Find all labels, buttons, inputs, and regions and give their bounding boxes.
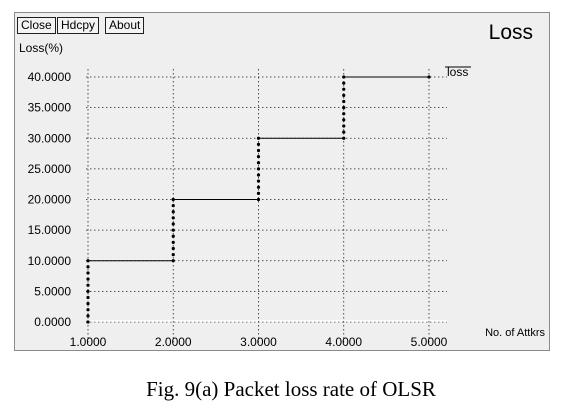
data-point	[171, 246, 175, 251]
window-title: Loss	[488, 21, 533, 44]
x-tick-label: 4.0000	[325, 335, 362, 349]
y-tick-label: 25.0000	[28, 162, 72, 176]
data-point	[342, 75, 346, 79]
y-tick-label: 35.0000	[28, 101, 72, 115]
y-axis-label: Loss(%)	[19, 41, 64, 55]
data-point	[342, 99, 346, 104]
y-tick-label: 40.0000	[28, 70, 72, 84]
x-axis-label: No. of Attkrs	[485, 327, 545, 339]
data-point	[342, 118, 346, 122]
x-tick-labels: 1.0000 2.0000 3.0000 4.0000 5.0000	[70, 335, 448, 349]
data-point	[86, 265, 90, 269]
data-point	[256, 167, 261, 171]
data-point	[256, 179, 261, 183]
y-tick-label: 0.0000	[34, 315, 71, 329]
data-point	[256, 197, 261, 202]
grid-lines	[86, 69, 447, 343]
y-tick-label: 15.0000	[28, 223, 72, 237]
x-tick-label: 1.0000	[70, 335, 107, 349]
data-point	[342, 112, 346, 116]
data-point	[171, 259, 175, 263]
data-point	[171, 210, 175, 214]
data-point	[171, 216, 175, 220]
y-tick-labels: 0.0000 5.0000 10.0000 15.0000 20.0000 25.0000…	[28, 70, 72, 329]
data-point	[171, 197, 175, 202]
data-point	[256, 155, 261, 159]
data-point	[86, 302, 90, 306]
data-point	[171, 222, 175, 226]
figure-caption: Fig. 9(a) Packet loss rate of OLSR	[146, 377, 436, 401]
data-point	[86, 289, 90, 293]
legend-label-loss: loss	[447, 65, 468, 79]
data-point	[256, 173, 261, 177]
data-point	[171, 234, 175, 238]
data-point	[256, 136, 261, 140]
data-point	[256, 148, 261, 153]
x-tick-label: 5.0000	[411, 335, 448, 349]
hardcopy-button[interactable]: Hdcpy	[57, 17, 100, 34]
y-tick-label: 30.0000	[28, 131, 72, 145]
data-point	[256, 191, 261, 195]
data-point	[342, 106, 346, 110]
data-point	[171, 253, 175, 257]
y-tick-label: 20.0000	[28, 193, 72, 207]
data-point	[427, 75, 431, 79]
data-point	[342, 124, 346, 128]
data-point	[171, 240, 175, 244]
data-point	[342, 93, 346, 97]
x-tick-label: 3.0000	[240, 335, 277, 349]
data-point	[86, 283, 90, 287]
data-point	[171, 204, 175, 208]
data-point	[256, 161, 261, 165]
x-tick-label: 2.0000	[155, 335, 192, 349]
loss-chart: 0.0000 5.0000 10.0000 15.0000 20.0000 25.0000…	[28, 65, 471, 349]
data-point	[86, 314, 90, 318]
series-loss	[86, 75, 431, 324]
y-tick-label: 5.0000	[34, 284, 71, 298]
data-point	[256, 185, 261, 189]
data-point	[342, 87, 346, 91]
data-point	[342, 130, 346, 134]
data-point	[86, 259, 90, 263]
y-tick-label: 10.0000	[28, 254, 72, 268]
about-button[interactable]: About	[105, 17, 145, 34]
data-point	[342, 136, 346, 140]
data-point	[86, 308, 90, 312]
data-point	[86, 295, 90, 300]
data-point	[86, 277, 90, 281]
data-point	[86, 320, 90, 324]
data-point	[86, 271, 90, 275]
data-point	[256, 142, 261, 146]
data-point	[342, 81, 346, 85]
plot-window: Close Hdcpy About Loss Loss(%) No. of At…	[14, 12, 550, 351]
data-point	[171, 228, 175, 232]
close-button[interactable]: Close	[17, 17, 56, 34]
legend: loss	[445, 65, 471, 79]
